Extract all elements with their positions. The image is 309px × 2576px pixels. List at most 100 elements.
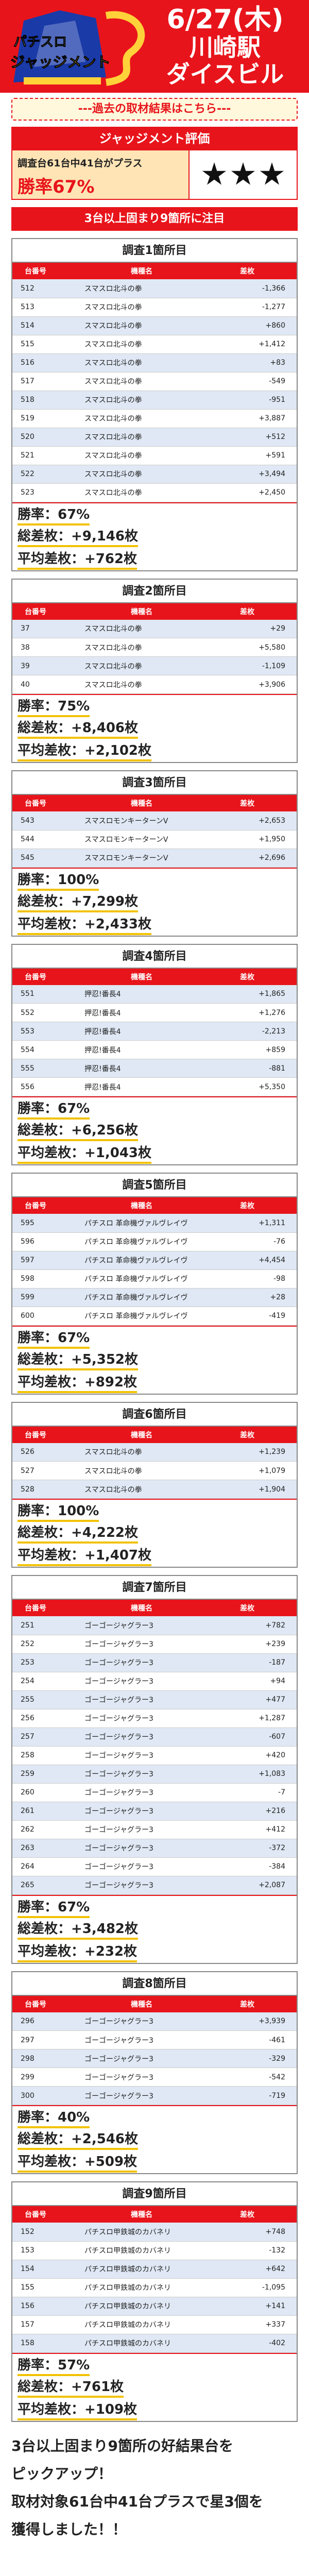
machine-number: 37 — [12, 619, 64, 638]
results-table: 台番号 機種名 差枚 551 押忍!番長4 +1,865 552 押忍!番長4 +1,276 55… — [12, 968, 297, 1096]
machine-number: 512 — [12, 279, 64, 298]
average-difference: 平均差枚：+762枚 — [12, 548, 297, 570]
difference-value: -419 — [219, 1307, 297, 1326]
table-row: 544 スマスロモンキーターンV +1,950 — [12, 830, 297, 849]
machine-name: スマスロ北斗の拳 — [64, 353, 219, 372]
machine-number: 152 — [12, 2223, 64, 2242]
judgment-logo-icon: パチスロ ジャッジメント — [3, 5, 158, 88]
header-machine-number: 台番号 — [12, 1197, 64, 1214]
machine-number: 523 — [12, 483, 64, 502]
header-machine-name: 機種名 — [64, 603, 219, 620]
machine-number: 527 — [12, 1461, 64, 1480]
section-title: 調査6箇所目 — [12, 1402, 297, 1427]
header-difference: 差枚 — [219, 795, 297, 811]
table-row: 515 スマスロ北斗の拳 +1,412 — [12, 335, 297, 354]
win-rate: 勝率：100% — [12, 1499, 297, 1522]
machine-name: スマスロ北斗の拳 — [64, 446, 219, 465]
header-difference: 差枚 — [219, 603, 297, 620]
survey-section: 調査5箇所目 台番号 機種名 差枚 595 パチスロ 革命機ヴァルヴレイヴ +1,311 59… — [11, 1173, 298, 1395]
machine-name: パチスロ甲鉄城のカバネリ — [64, 2278, 219, 2297]
difference-value: +94 — [219, 1672, 297, 1691]
table-row: 552 押忍!番長4 +1,276 — [12, 1003, 297, 1022]
difference-value: -384 — [219, 1857, 297, 1876]
table-row: 521 スマスロ北斗の拳 +591 — [12, 446, 297, 465]
machine-number: 517 — [12, 372, 64, 391]
table-row: 37 スマスロ北斗の拳 +29 — [12, 619, 297, 638]
machine-name: スマスロモンキーターンV — [64, 849, 219, 868]
table-row: 598 パチスロ 革命機ヴァルヴレイヴ -98 — [12, 1269, 297, 1289]
difference-value: +748 — [219, 2223, 297, 2242]
header-machine-name: 機種名 — [64, 1995, 219, 2012]
machine-name: スマスロ北斗の拳 — [64, 656, 219, 675]
difference-value: +1,083 — [219, 1765, 297, 1784]
machine-name: パチスロ 革命機ヴァルヴレイヴ — [64, 1232, 219, 1251]
table-row: 299 ゴーゴージャグラー3 -542 — [12, 2067, 297, 2087]
average-difference: 平均差枚：+509枚 — [12, 2150, 297, 2173]
header-difference: 差枚 — [219, 1600, 297, 1616]
machine-number: 154 — [12, 2260, 64, 2279]
difference-value: +3,887 — [219, 409, 297, 428]
machine-number: 296 — [12, 2012, 64, 2031]
evaluation-row: 調査台61台中41台がプラス 勝率67% — [11, 150, 298, 200]
table-row: 596 パチスロ 革命機ヴァルヴレイヴ -76 — [12, 1232, 297, 1251]
section-title: 調査2箇所目 — [12, 579, 297, 603]
machine-number: 298 — [12, 2049, 64, 2068]
difference-value: +83 — [219, 353, 297, 372]
table-row: 595 パチスロ 革命機ヴァルヴレイヴ +1,311 — [12, 1214, 297, 1233]
difference-value: +28 — [219, 1288, 297, 1307]
difference-value: +1,311 — [219, 1214, 297, 1233]
header-machine-name: 機種名 — [64, 263, 219, 279]
machine-number: 254 — [12, 1672, 64, 1691]
machine-number: 516 — [12, 353, 64, 372]
average-difference-text: 平均差枚：+509枚 — [18, 2154, 138, 2173]
table-row: 553 押忍!番長4 -2,213 — [12, 1022, 297, 1041]
difference-value: -187 — [219, 1653, 297, 1672]
table-header-row: 台番号 機種名 差枚 — [12, 1995, 297, 2012]
total-difference: 総差枚：+9,146枚 — [12, 525, 297, 548]
machine-name: パチスロ 革命機ヴァルヴレイヴ — [64, 1288, 219, 1307]
table-row: 254 ゴーゴージャグラー3 +94 — [12, 1672, 297, 1691]
difference-value: +591 — [219, 446, 297, 465]
difference-value: -1,095 — [219, 2278, 297, 2297]
header-difference: 差枚 — [219, 1426, 297, 1443]
difference-value: +859 — [219, 1040, 297, 1059]
machine-name: ゴーゴージャグラー3 — [64, 2030, 219, 2049]
table-row: 518 スマスロ北斗の拳 -951 — [12, 391, 297, 410]
difference-value: -951 — [219, 391, 297, 410]
header-location: 川崎駅 — [190, 33, 261, 61]
machine-name: スマスロ北斗の拳 — [64, 409, 219, 428]
table-row: 600 パチスロ 革命機ヴァルヴレイヴ -419 — [12, 1307, 297, 1326]
machine-number: 598 — [12, 1269, 64, 1289]
difference-value: +2,087 — [219, 1876, 297, 1895]
header-machine-name: 機種名 — [64, 2206, 219, 2223]
machine-number: 40 — [12, 675, 64, 694]
difference-value: -1,277 — [219, 298, 297, 317]
machine-name: ゴーゴージャグラー3 — [64, 1653, 219, 1672]
difference-value: -881 — [219, 1059, 297, 1078]
machine-name: スマスロモンキーターンV — [64, 830, 219, 849]
machine-number: 599 — [12, 1288, 64, 1307]
table-header-row: 台番号 機種名 差枚 — [12, 1197, 297, 1214]
footer-line: ピックアップ！ — [11, 2465, 113, 2482]
star-icon — [202, 162, 227, 185]
header-machine-number: 台番号 — [12, 603, 64, 620]
machine-number: 553 — [12, 1022, 64, 1041]
evaluation-stars — [188, 150, 297, 199]
difference-value: +3,494 — [219, 465, 297, 484]
machine-name: スマスロ北斗の拳 — [64, 316, 219, 335]
machine-number: 158 — [12, 2334, 64, 2353]
table-row: 555 押忍!番長4 -881 — [12, 1059, 297, 1078]
machine-name: スマスロモンキーターンV — [64, 811, 219, 831]
header-venue: ダイスビルB1F — [166, 60, 284, 93]
difference-value: -1,366 — [219, 279, 297, 298]
header-difference: 差枚 — [219, 263, 297, 279]
table-row: 38 スマスロ北斗の拳 +5,580 — [12, 638, 297, 657]
total-difference-text: 総差枚：+9,146枚 — [18, 528, 139, 547]
total-difference-text: 総差枚：+4,222枚 — [18, 1525, 139, 1544]
average-difference-text: 平均差枚：+2,433枚 — [18, 916, 152, 935]
machine-number: 597 — [12, 1251, 64, 1270]
past-results-link[interactable]: ---過去の取材結果はこちら--- — [11, 98, 298, 121]
average-difference-text: 平均差枚：+1,407枚 — [18, 1548, 152, 1566]
header-machine-number: 台番号 — [12, 795, 64, 811]
table-row: 551 押忍!番長4 +1,865 — [12, 985, 297, 1004]
